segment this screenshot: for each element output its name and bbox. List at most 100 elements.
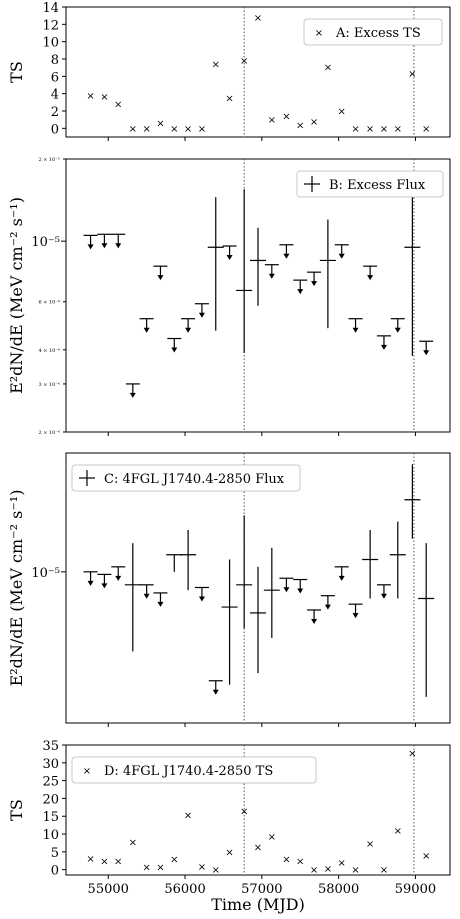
panel-c-ul-arrow [311,618,318,624]
x-tick-label: 59000 [395,882,436,897]
panel-d-point: × [282,854,290,865]
panel-b-ul-arrow [311,281,318,287]
panel-b-legend-box [296,170,444,198]
panel-a-point: × [100,92,108,103]
panel-d-point: × [296,856,304,867]
panel-b-ul-arrow [367,275,374,281]
panel-a-ytick-label: 6 [51,70,59,85]
panel-d-ylabel: TS [7,799,26,821]
panel-d-point: × [184,811,192,822]
panel-b-ul-arrow [115,243,122,249]
panel-b-ul-arrow [423,350,430,356]
panel-c-legend-box [71,464,301,492]
panel-d-point: × [394,826,402,837]
panel-d-point: × [422,851,430,862]
panel-c-ul-arrow [157,601,164,607]
panel-a-point: × [198,124,206,135]
panel-b-ytick-label: 2 × 10⁻⁶ [38,430,60,436]
panel-b-ul-arrow [157,275,164,281]
panel-d-legend-label: D: 4FGL J1740.4-2850 TS [104,764,273,779]
panel-c-ul-arrow [324,604,331,610]
panel-d-point: × [170,854,178,865]
x-tick-label: 56000 [164,882,205,897]
panel-d-ytick-label: 15 [42,810,59,825]
panel-a-point: × [408,69,416,80]
panel-b-ul-arrow [226,255,233,261]
panel-b-ul-arrow [143,327,150,333]
panel-d-point: × [380,865,388,876]
panel-d-ytick-label: 20 [42,792,59,807]
panel-d-point: × [408,748,416,759]
panel-d-legend-box [71,756,317,784]
panel-b-ul-arrow [129,392,136,398]
panel-a-point: × [380,124,388,135]
panel-d-point: × [310,865,318,876]
panel-b-ytick-label: 10⁻⁵ [31,235,60,250]
panel-a-point: × [351,124,359,135]
panel-c-ylabel: E²dN/dE (MeV cm⁻² s⁻¹) [7,490,26,687]
panel-a-legend-marker: × [315,28,323,39]
panel-a-ylabel: TS [7,61,26,83]
panel-a-point: × [142,124,150,135]
panel-c-legend-label: C: 4FGL J1740.4-2850 Flux [104,472,285,487]
panel-b-ul-arrow [87,244,94,250]
panel-c-ytick-label: 10⁻⁵ [31,566,60,581]
panel-c-ul-arrow [380,593,387,599]
panel-d-ytick-label: 5 [51,846,59,861]
panel-b-ul-arrow [185,327,192,333]
panel-b-ul-arrow [101,243,108,249]
panel-c-ul-arrow [352,613,359,619]
panel-c-ul-arrow [87,580,94,586]
panel-a-legend-label: A: Excess TS [335,26,421,41]
panel-b-legend-label: B: Excess Flux [329,178,426,193]
panel-a-point: × [282,112,290,123]
panel-a-point: × [394,124,402,135]
panel-b-ul-arrow [394,327,401,333]
panel-c-frame [65,452,451,724]
panel-b-ul-arrow [352,327,359,333]
x-tick-label: 55000 [88,882,129,897]
panel-a-point: × [268,115,276,126]
panel-d-ytick-label: 30 [42,757,59,772]
panel-a-point: × [240,56,248,67]
panel-d-ytick-label: 0 [51,864,59,879]
panel-a-point: × [212,60,220,71]
panel-c-ul-arrow [212,689,219,695]
panel-d-frame [65,744,451,876]
panel-c-ul-arrow [198,596,205,602]
panel-b-ul-arrow [380,344,387,350]
panel-d-point: × [338,858,346,869]
panel-d-point: × [212,865,220,876]
panel-a-frame [65,6,451,138]
panel-c-ul-arrow [115,575,122,581]
panel-d-point: × [254,843,262,854]
panel-b-ul-arrow [297,289,304,295]
panel-d-point: × [366,839,374,850]
panel-a-point: × [225,94,233,105]
panel-a-point: × [114,100,122,111]
panel-a-point: × [156,119,164,130]
x-tick-label: 57000 [241,882,282,897]
panel-d-point: × [100,856,108,867]
panel-a-ytick-label: 12 [42,18,59,33]
panel-d-legend-marker: × [83,766,91,777]
panel-b-frame [65,158,451,433]
panel-d-point: × [198,862,206,873]
panel-d-ytick-label: 25 [42,775,59,790]
panel-b-ytick-label: 2 × 10⁻⁵ [38,157,60,163]
panel-d-ytick-label: 10 [42,828,59,843]
panel-d-point: × [268,832,276,843]
panel-a-point: × [170,124,178,135]
panel-a-legend-box [303,18,443,46]
panel-a-point: × [338,107,346,118]
panel-d-point: × [129,837,137,848]
panel-c-ul-arrow [101,583,108,589]
panel-b-ul-arrow [198,312,205,318]
panel-d-point: × [114,856,122,867]
panel-a-ytick-label: 8 [51,53,59,68]
panel-a-ytick-label: 10 [42,36,59,51]
panel-b-ul-arrow [283,253,290,259]
panel-a-point: × [129,124,137,135]
panel-d-point: × [86,854,94,865]
